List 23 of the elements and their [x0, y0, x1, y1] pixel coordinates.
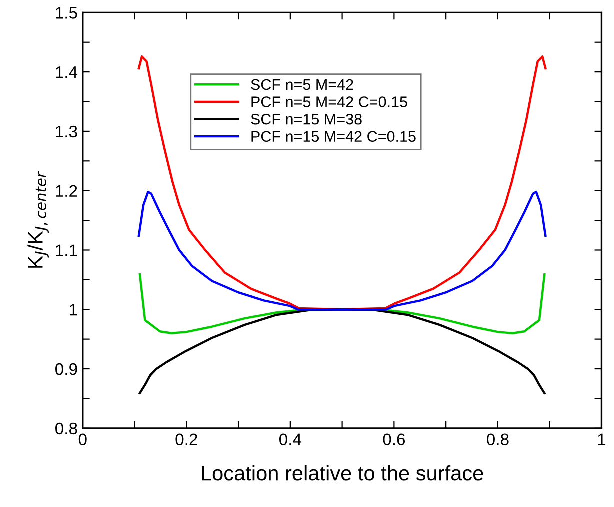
- legend-label: PCF n=15 M=42 C=0.15: [252, 131, 416, 142]
- y-tick-label: 1: [70, 304, 78, 316]
- line-series: [138, 56, 547, 311]
- y-tick-label: 1.2: [56, 185, 78, 197]
- legend-label: SCF n=15 M=38: [251, 114, 362, 125]
- legend-label: SCF n=5 M=42: [251, 79, 354, 90]
- y-tick-label: 1.5: [56, 7, 78, 19]
- x-tick-label: 0.6: [383, 434, 406, 446]
- x-tick-label: 1: [598, 434, 606, 446]
- y-axis-title: K$_{J}$/K$_{J,center}$: [28, 171, 50, 268]
- x-tick-label: 0.8: [487, 434, 509, 446]
- x-tick-label: 0: [78, 434, 87, 446]
- x-tick-label: 0.2: [176, 434, 198, 446]
- y-tick-label: 1.1: [56, 244, 78, 256]
- y-tick-label: 1.4: [56, 66, 78, 78]
- y-tick-label: 1.3: [56, 126, 78, 138]
- y-tick-label: 0.9: [56, 363, 78, 376]
- line-series: [138, 308, 546, 394]
- x-tick-label: 0.4: [279, 434, 302, 446]
- x-axis-title: Location relative to the surface: [202, 465, 484, 481]
- legend-label: PCF n=5 M=42 C=0.15: [252, 96, 408, 108]
- y-tick-label: 0.8: [56, 422, 78, 435]
- line-series: [138, 190, 547, 311]
